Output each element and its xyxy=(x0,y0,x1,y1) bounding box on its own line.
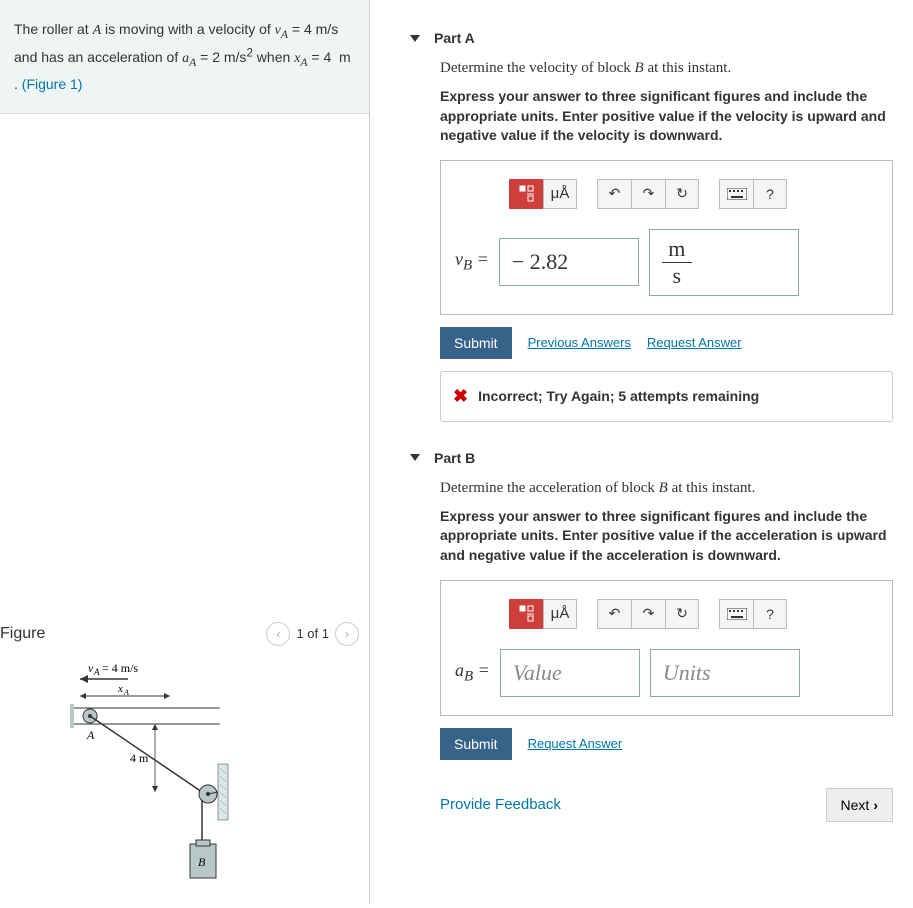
part-b-instructions: Express your answer to three significant… xyxy=(440,507,893,566)
incorrect-icon: ✖ xyxy=(453,386,468,407)
figure-diagram: v A = 4 m/s x A A xyxy=(0,654,359,884)
figure-title: Figure xyxy=(0,625,45,643)
part-a-var-label: vB = xyxy=(455,249,489,275)
undo-button[interactable]: ↶ xyxy=(597,179,631,209)
help-button[interactable]: ? xyxy=(753,599,787,629)
part-a-value-input[interactable]: − 2.82 xyxy=(499,238,639,286)
svg-text:B: B xyxy=(198,855,206,869)
units-denominator: s xyxy=(662,263,692,289)
part-a-title: Part A xyxy=(434,30,475,46)
request-answer-link-b[interactable]: Request Answer xyxy=(528,736,623,751)
part-a-instructions: Express your answer to three significant… xyxy=(440,87,893,146)
part-b-value-input[interactable]: Value xyxy=(500,649,640,697)
feedback-text: Incorrect; Try Again; 5 attempts remaini… xyxy=(478,388,759,404)
request-answer-link[interactable]: Request Answer xyxy=(647,335,742,350)
part-b-var-label: aB = xyxy=(455,660,490,686)
template-button[interactable] xyxy=(509,179,543,209)
units-button[interactable]: μÅ xyxy=(543,179,577,209)
part-a-submit-button[interactable]: Submit xyxy=(440,327,512,359)
previous-answers-link[interactable]: Previous Answers xyxy=(528,335,631,350)
svg-text:x: x xyxy=(117,683,123,695)
next-button[interactable]: Next › xyxy=(826,788,893,822)
part-b-units-input[interactable]: Units xyxy=(650,649,800,697)
part-b-header[interactable]: Part B xyxy=(410,450,893,466)
svg-text:4 m: 4 m xyxy=(130,751,149,765)
redo-button[interactable]: ↷ xyxy=(631,599,665,629)
svg-text:= 4 m/s: = 4 m/s xyxy=(102,664,138,675)
figure-next-button[interactable]: › xyxy=(335,622,359,646)
figure-link[interactable]: (Figure 1) xyxy=(22,76,83,92)
keyboard-button[interactable] xyxy=(719,179,753,209)
svg-text:A: A xyxy=(123,688,129,697)
part-a-feedback: ✖ Incorrect; Try Again; 5 attempts remai… xyxy=(440,371,893,422)
svg-text:A: A xyxy=(93,667,100,677)
part-b-submit-button[interactable]: Submit xyxy=(440,728,512,760)
reset-button[interactable]: ↻ xyxy=(665,179,699,209)
problem-statement: The roller at A is moving with a velocit… xyxy=(0,0,369,114)
undo-button[interactable]: ↶ xyxy=(597,599,631,629)
redo-button[interactable]: ↷ xyxy=(631,179,665,209)
keyboard-button[interactable] xyxy=(719,599,753,629)
provide-feedback-link[interactable]: Provide Feedback xyxy=(440,796,561,813)
figure-prev-button[interactable]: ‹ xyxy=(266,622,290,646)
svg-text:A: A xyxy=(86,728,95,742)
figure-nav-text: 1 of 1 xyxy=(296,626,329,641)
units-numerator: m xyxy=(662,236,692,263)
caret-down-icon xyxy=(410,454,420,461)
units-button[interactable]: μÅ xyxy=(543,599,577,629)
part-b-title: Part B xyxy=(434,450,475,466)
part-a-units-input[interactable]: m s xyxy=(649,229,799,296)
template-button[interactable] xyxy=(509,599,543,629)
help-button[interactable]: ? xyxy=(753,179,787,209)
reset-button[interactable]: ↻ xyxy=(665,599,699,629)
part-b-question: Determine the acceleration of block B at… xyxy=(440,480,893,497)
caret-down-icon xyxy=(410,35,420,42)
part-a-question: Determine the velocity of block B at thi… xyxy=(440,60,893,77)
part-a-header[interactable]: Part A xyxy=(410,30,893,46)
